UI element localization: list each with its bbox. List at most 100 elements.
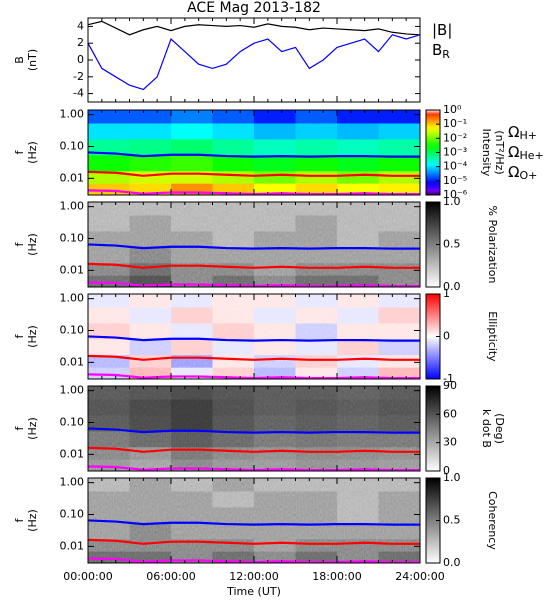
- colorbar-label: Coherency: [486, 491, 499, 550]
- colorbar-tick-label: 0.5: [443, 514, 461, 527]
- legend-name: B: [432, 41, 442, 59]
- y-axis-label: f: [13, 241, 26, 246]
- y-tick-label: 0.01: [60, 447, 85, 460]
- colorbar-tick-label: 10⁻⁵: [443, 174, 467, 187]
- gyro-line: [87, 262, 420, 269]
- colorbar-tick-label: 10⁻¹: [443, 117, 467, 130]
- y-tick-label: 0.10: [60, 416, 85, 429]
- y-tick-label: -4: [73, 87, 84, 100]
- y-tick-label: 0.10: [60, 232, 85, 245]
- colorbar-tick-label: 1: [443, 287, 450, 300]
- gyro-line: [87, 519, 420, 526]
- y-axis-label: f: [13, 517, 26, 522]
- y-axis-label: B: [13, 56, 26, 64]
- noise-texture: [88, 294, 420, 379]
- gyro-line: [87, 446, 420, 453]
- colorbar-label: Intensity: [480, 129, 493, 177]
- legend-name: Ω: [508, 123, 519, 141]
- colorbar-tick-label: 0.0: [443, 280, 461, 293]
- y-tick-label: 1.00: [60, 384, 85, 397]
- legend-label: |B|: [432, 21, 452, 39]
- colorbar-tick-label: 1.0: [443, 195, 461, 208]
- legend-sub: H+: [519, 129, 537, 142]
- colorbar-tick-label: 10⁻³: [443, 146, 467, 159]
- gyro-line: [87, 354, 420, 361]
- y-tick-label: 0.10: [60, 508, 85, 521]
- gyro-line: [87, 538, 420, 545]
- colorbar-tick-label: 90: [443, 379, 457, 392]
- colorbar-tick-label: 10⁻²: [443, 131, 467, 144]
- y-axis-label: (Hz): [26, 417, 39, 440]
- x-tick-label: 18:00:00: [312, 570, 361, 583]
- y-tick-label: 1.00: [60, 292, 85, 305]
- colorbar-label: % Polarization: [486, 206, 499, 284]
- y-axis-label: (Hz): [26, 233, 39, 256]
- colorbar-label: k dot B: [480, 409, 493, 448]
- y-axis-label: f: [13, 333, 26, 338]
- noise-texture: [88, 202, 420, 287]
- gyro-line: [87, 243, 420, 250]
- y-tick-label: 0.01: [60, 539, 85, 552]
- x-axis-label: Time (UT): [226, 585, 281, 598]
- y-tick-label: 0.01: [60, 263, 85, 276]
- noise-texture: [88, 386, 420, 471]
- legend-name: Ω: [508, 163, 519, 181]
- y-axis-label: (Hz): [26, 141, 39, 164]
- legend-label: BR: [432, 41, 450, 62]
- colorbar-tick-label: 1.0: [443, 471, 461, 484]
- colorbar-tick-label: 30: [443, 436, 457, 449]
- y-axis-label: (Hz): [26, 325, 39, 348]
- legend-sub: He+: [519, 149, 543, 162]
- legend-label: ΩO+: [508, 163, 537, 183]
- y-tick-label: 1.00: [60, 108, 85, 121]
- y-tick-label: 0.10: [60, 324, 85, 337]
- colorbar-tick-label: 10⁰: [443, 103, 462, 116]
- x-tick-label: 06:00:00: [146, 570, 195, 583]
- x-tick-label: 00:00:00: [63, 570, 112, 583]
- gyro-line: [87, 427, 420, 434]
- y-tick-label: 2: [77, 36, 84, 49]
- legend-label: ΩHe+: [508, 143, 544, 163]
- series-line: [88, 20, 420, 36]
- noise-texture: [88, 110, 420, 195]
- legend-name: Ω: [508, 143, 519, 161]
- colorbar: [425, 385, 441, 472]
- chart-title: ACE Mag 2013-182: [187, 0, 321, 16]
- colorbar-tick-label: 0.0: [443, 556, 461, 569]
- y-tick-label: -2: [73, 70, 84, 83]
- y-tick-label: 0: [77, 53, 84, 66]
- colorbar-tick-label: 0: [443, 330, 450, 343]
- y-tick-label: 1.00: [60, 200, 85, 213]
- y-axis-label: (nT): [26, 49, 39, 71]
- x-tick-label: 24:00:00: [395, 570, 444, 583]
- colorbar-label: Ellipticity: [486, 311, 499, 362]
- y-tick-label: 4: [77, 19, 84, 32]
- gyro-line: [87, 335, 420, 342]
- x-tick-label: 12:00:00: [229, 570, 278, 583]
- gyro-line: [87, 151, 420, 158]
- colorbar-tick-label: 0.5: [443, 238, 461, 251]
- legend-sub: O+: [519, 169, 537, 182]
- colorbar-label: (nT²/Hz): [493, 130, 506, 174]
- colorbar-label: (Deg): [493, 413, 506, 444]
- colorbar-tick-label: 60: [443, 407, 457, 420]
- plot-frame: [87, 17, 421, 103]
- colorbar-tick-label: 10⁻⁶: [443, 188, 468, 201]
- y-axis-label: (Hz): [26, 509, 39, 532]
- legend-name: |B|: [432, 21, 452, 39]
- legend-label: ΩH+: [508, 123, 537, 143]
- colorbar-tick-label: -1: [443, 372, 454, 385]
- y-axis-label: f: [13, 149, 26, 154]
- colorbar-tick-label: 0: [443, 464, 450, 477]
- y-tick-label: 0.01: [60, 171, 85, 184]
- gyro-line: [87, 170, 420, 177]
- colorbar-tick-label: 10⁻⁴: [443, 160, 468, 173]
- y-tick-label: 1.00: [60, 476, 85, 489]
- y-tick-label: 0.01: [60, 355, 85, 368]
- y-tick-label: 0.10: [60, 140, 85, 153]
- series-line: [88, 34, 420, 91]
- noise-texture: [88, 478, 420, 563]
- y-axis-label: f: [13, 425, 26, 430]
- legend-sub: R: [442, 48, 450, 61]
